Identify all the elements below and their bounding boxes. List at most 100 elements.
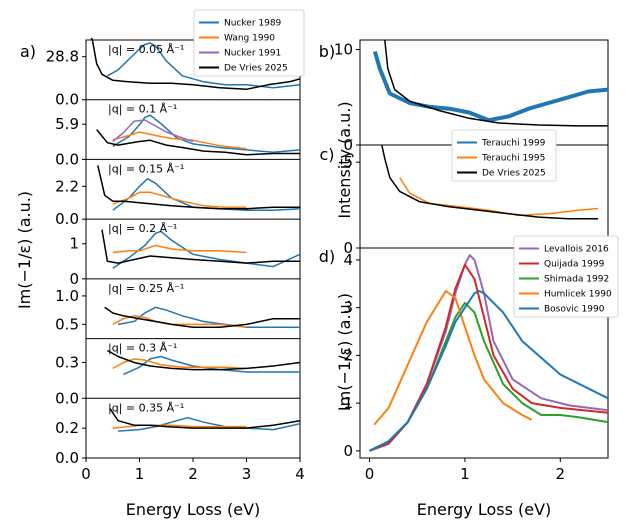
subpanel-q-4: 0 1 |q| = 0.2 Å⁻¹ [69,218,300,288]
panel-c-lines [381,145,599,220]
series-wang-1990 [112,244,247,254]
y-tick-label: 5 [343,153,353,171]
panel-label: a) [20,42,36,61]
y-axis-label: Im(−1/ε) (a.u.) [335,293,354,411]
series-nucker-1989 [118,416,300,432]
y-tick-label: 1 [343,394,353,412]
y-tick-label: 0.5 [55,315,79,333]
y-tick-label: 28.8 [46,48,79,66]
series-de-vries-2025 [107,349,300,371]
series-de-vries-2025 [96,129,300,156]
series-nucker-1991 [112,119,194,143]
series-de-vries-2025 [101,229,300,264]
x-axis-label: Energy Loss (eV) [417,500,552,519]
subpanel-lines [109,408,300,432]
y-axis-label: Im(−1/ε) (a.u.) [15,191,34,309]
x-tick-label: 2 [188,465,198,483]
series-nucker-1989 [123,355,300,376]
q-label: |q| = 0.1 Å⁻¹ [108,103,177,116]
subpanel-q-3: 0.0 2.2 |q| = 0.15 Å⁻¹ [55,158,300,228]
subpanel-lines [101,229,300,269]
subpanel-q-2: 0.0 5.9 |q| = 0.1 Å⁻¹ [55,99,300,168]
x-tick-label: 4 [295,465,305,483]
panel-label: d) [319,247,335,266]
legend-entry: Humlicek 1990 [544,290,612,300]
legend-entry: Bosovic 1990 [544,305,605,315]
x-tick-label: 2 [556,465,566,483]
x-tick-label: 1 [460,465,470,483]
legend-entry: Terauchi 1999 [481,139,546,149]
series-bosovic-1990 [369,290,608,452]
series-terauchi-1999 [372,50,608,123]
y-tick-label: 0.3 [55,353,79,371]
series-wang-1990 [112,424,247,429]
series-nucker-1989 [112,230,300,269]
q-label: |q| = 0.15 Å⁻¹ [108,162,184,175]
panel-d-lines [369,254,608,452]
y-tick-label: 0 [343,136,353,154]
y-tick-label: 10 [334,41,353,59]
subpanel-lines [90,38,300,91]
series-wang-1990 [112,191,247,208]
series-de-vries-2025 [104,306,300,328]
subpanel-lines [107,349,300,376]
series-shimada-1992 [369,301,608,452]
series-wang-1990 [112,358,247,370]
subpanel-q-6: 0.0 0.3 |q| = 0.3 Å⁻¹ [55,338,300,407]
y-tick-label: 0 [343,239,353,257]
panel-label: c) [319,145,334,164]
y-tick-label: 0.0 [55,389,79,407]
series-wang-1990 [112,131,247,150]
legend-entry: Quijada 1999 [544,260,605,270]
y-tick-label: 0.0 [55,91,79,109]
y-tick-label: 2 [343,346,353,364]
y-tick-label: 3 [343,299,353,317]
y-tick-label: 0.2 [55,419,79,437]
panel-b-lines [372,40,608,127]
y-tick-label: 1 [69,235,79,253]
panel-b: 0 10b) Intensity (a.u.) [319,39,609,219]
legend-entry: De Vries 2025 [224,64,288,74]
subpanel-q-5: 0.5 1.0 |q| = 0.25 Å⁻¹ [55,278,300,333]
q-label: |q| = 0.3 Å⁻¹ [108,342,177,355]
series-terauchi-1995 [399,177,599,217]
series-humlicek-1990 [373,290,533,426]
legend-entry: Levallois 2016 [544,245,609,255]
legend-frame [193,9,305,77]
x-tick-label: 3 [242,465,252,483]
series-de-vries-2025 [381,145,599,220]
legend-frame [513,235,619,318]
series-de-vries-2025 [109,408,300,429]
subpanel-lines [96,114,300,156]
legend-d: Levallois 2016 Quijada 1999 Shimada 1992 Hu… [513,235,619,318]
x-axis-label: Energy Loss (eV) [126,500,261,519]
x-tick-label: 0 [81,465,91,483]
y-tick-label: 0.0 [55,210,79,228]
x-tick-label: 0 [365,465,375,483]
q-label: |q| = 0.2 Å⁻¹ [108,222,177,235]
series-nucker-1989 [112,114,300,154]
y-tick-label: 5.9 [55,115,79,133]
legend-entry: Terauchi 1995 [481,154,545,164]
y-tick-label: 2.2 [55,177,79,195]
series-de-vries-2025 [97,165,300,210]
y-tick-label: 4 [343,251,353,269]
legend-entry: Nucker 1991 [224,49,281,59]
x-tick-label: 1 [135,465,145,483]
panel-d-frame [359,247,609,459]
legend-entry: Nucker 1989 [224,19,282,29]
y-tick-label: 1.0 [55,287,79,305]
y-tick-label: 0.0 [55,449,79,467]
panel-b-frame [359,39,609,146]
series-de-vries-2025 [90,38,300,91]
subpanel-q-7: 0.0 0.2 |q| = 0.35 Å⁻¹ [55,397,300,467]
q-label: |q| = 0.25 Å⁻¹ [108,282,184,295]
panel-a: 0.0 28.8 |q| = 0.05 Å⁻¹ 0.0 5.9 |q| = 0.1 Å⁻¹… [15,9,305,519]
y-tick-label: 0.0 [55,150,79,168]
series-nucker-1989 [107,42,300,89]
legend-entry: Shimada 1992 [544,275,609,285]
subpanel-q-1: 0.0 28.8 |q| = 0.05 Å⁻¹ [46,38,300,109]
